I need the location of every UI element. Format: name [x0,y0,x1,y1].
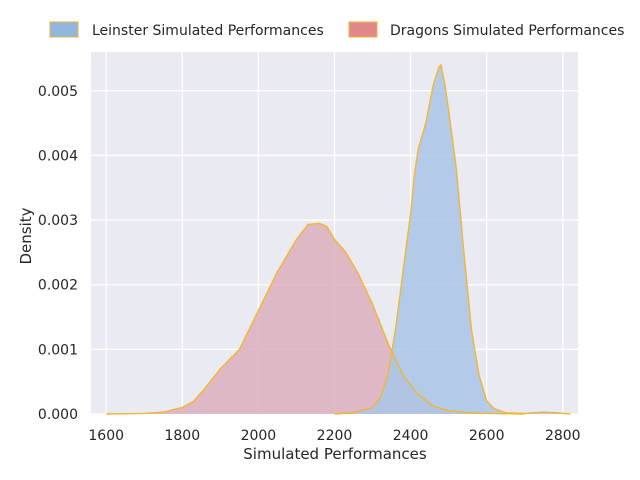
density-line-dragons [106,222,525,415]
y-tick-label: 0.003 [38,213,78,229]
density-line-leinster [334,64,571,415]
x-tick-label: 2000 [241,428,277,444]
density-area-leinster [334,64,571,415]
x-tick-label: 1600 [88,428,124,444]
y-tick-label: 0.004 [38,148,78,164]
x-tick-label: 2600 [469,428,505,444]
x-axis-label: Simulated Performances [243,445,427,463]
x-tick-label: 2400 [393,428,429,444]
series-layer [106,64,571,415]
y-axis-ticks: 0.000 0.001 0.002 0.003 0.004 0.005 [38,84,78,423]
y-tick-label: 0.005 [38,84,78,100]
y-axis-label: Density [17,207,35,264]
legend-swatch-leinster [49,21,79,38]
y-tick-label: 0.001 [38,342,78,358]
legend-label-dragons: Dragons Simulated Performances [390,23,624,39]
legend: Leinster Simulated Performances Dragons … [49,21,624,39]
legend-label-leinster: Leinster Simulated Performances [92,23,324,39]
legend-swatch-dragons [348,21,378,38]
x-axis-ticks: 1600 1800 2000 2200 2400 2600 2800 [88,428,580,444]
y-tick-label: 0.002 [38,278,78,294]
density-area-dragons [106,223,525,414]
x-tick-label: 2200 [317,428,353,444]
x-tick-label: 1800 [164,428,200,444]
x-tick-label: 2800 [545,428,581,444]
y-tick-label: 0.000 [38,407,78,423]
